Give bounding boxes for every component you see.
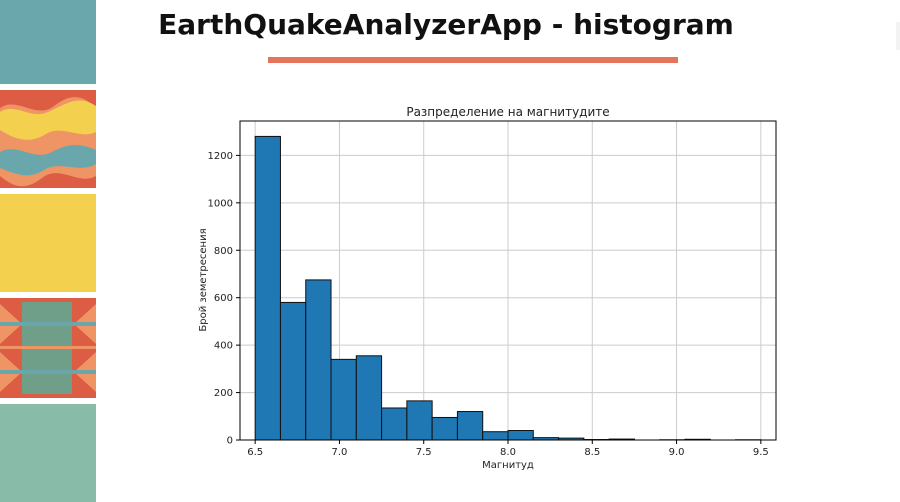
y-tick-label: 1200 (208, 151, 233, 162)
histogram-bar (507, 430, 534, 441)
geometric-pattern-art (0, 298, 96, 398)
histogram-bar (355, 355, 383, 441)
teal-block (0, 0, 96, 84)
right-edge-mark (896, 22, 900, 50)
histogram-bar (279, 301, 307, 441)
wave-pattern-block (0, 90, 96, 188)
histogram-bar (305, 279, 332, 441)
wave-band-teal (0, 145, 96, 176)
mint-block (0, 404, 96, 502)
decorative-sidebar (0, 0, 96, 502)
x-tick-label: 7.0 (331, 447, 347, 458)
y-tick-label: 1000 (208, 198, 233, 209)
x-tick-label: 8.5 (584, 447, 600, 458)
teal-fill (0, 0, 96, 84)
y-axis-label: Брой земетресения (198, 228, 209, 331)
y-tick-label: 200 (214, 388, 233, 399)
teal-block-art (0, 0, 96, 84)
histogram-bar (482, 431, 509, 441)
geo-stripe-3 (0, 370, 96, 374)
x-tick-label: 8.0 (500, 447, 516, 458)
geo-stripe-1 (0, 322, 96, 326)
geometric-pattern-block (0, 298, 96, 398)
histogram-bar (406, 400, 433, 441)
geo-center-top (22, 302, 72, 322)
histogram-svg: Разпределение на магнитудите Магнитуд Бр… (198, 105, 777, 471)
slide-title: EarthQuakeAnalyzerApp - histogram (158, 8, 734, 41)
histogram-chart: Разпределение на магнитудите Магнитуд Бр… (190, 98, 790, 478)
mint-fill (0, 404, 96, 502)
wave-pattern-art (0, 90, 96, 188)
geo-center-bottom (22, 374, 72, 394)
histogram-bar (456, 411, 484, 441)
y-tick-label: 0 (227, 436, 233, 447)
histogram-bar (254, 135, 281, 441)
chart-title: Разпределение на магнитудите (406, 105, 609, 119)
y-tick-label: 600 (214, 293, 233, 304)
x-tick-label: 9.5 (753, 447, 769, 458)
wave-band-yellow (0, 100, 96, 140)
geo-stripe-2 (0, 346, 96, 349)
yellow-block-art (0, 194, 96, 292)
x-tick-label: 7.5 (416, 447, 432, 458)
x-tick-label: 9.0 (669, 447, 685, 458)
histogram-bar (330, 358, 357, 441)
yellow-fill (0, 194, 96, 292)
histogram-bar (381, 407, 408, 441)
yellow-block (0, 194, 96, 292)
x-axis-label: Магнитуд (482, 460, 534, 471)
y-tick-label: 800 (214, 246, 233, 257)
histogram-bar (431, 416, 458, 441)
mint-block-art (0, 404, 96, 502)
x-tick-label: 6.5 (247, 447, 263, 458)
title-underline (268, 57, 678, 63)
y-tick-label: 400 (214, 341, 233, 352)
